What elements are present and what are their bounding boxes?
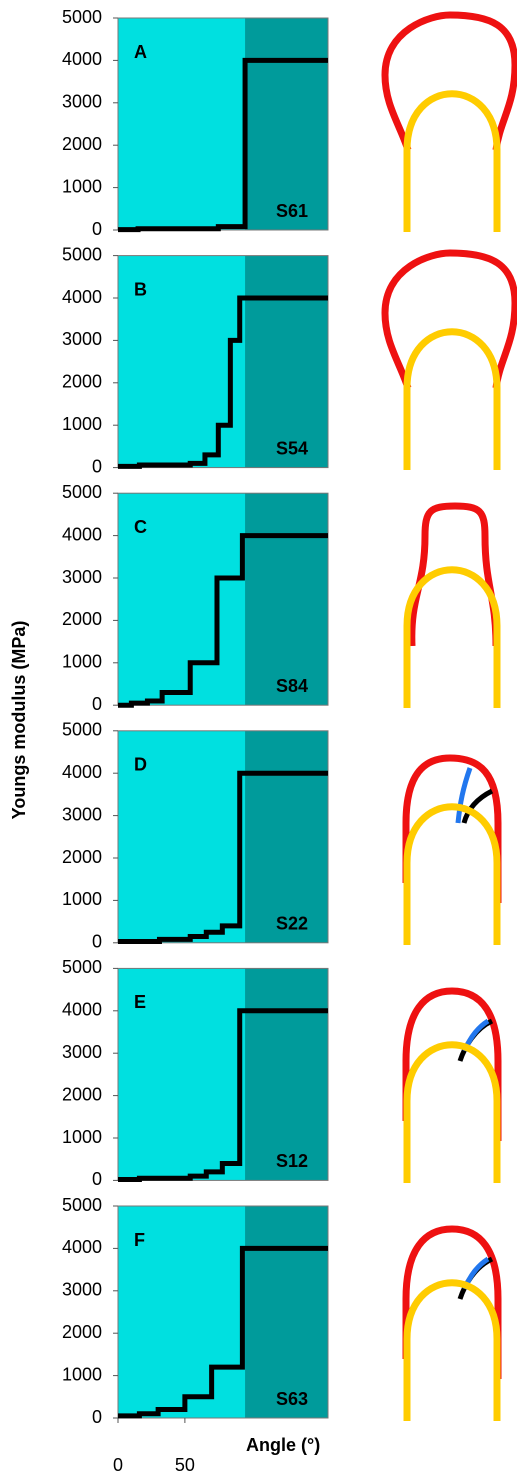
panel-label: D: [134, 755, 147, 775]
shaded-region: [245, 1206, 328, 1418]
y-tick-label: 1000: [62, 414, 102, 434]
shaded-region: [245, 968, 328, 1180]
y-tick-label: 3000: [62, 804, 102, 824]
y-tick-label: 3000: [62, 1042, 102, 1062]
y-tick-label: 1000: [62, 889, 102, 909]
sample-label: S22: [276, 914, 308, 934]
figure: 010002000300040005000AS61Youngs modulus …: [0, 0, 517, 1479]
y-tick-label: 4000: [62, 287, 102, 307]
shaded-region: [245, 18, 328, 230]
y-tick-label: 4000: [62, 49, 102, 69]
y-tick-label: 0: [92, 694, 102, 714]
sample-label: S63: [276, 1389, 308, 1409]
sample-label: S61: [276, 201, 308, 221]
y-tick-label: 1000: [62, 1127, 102, 1147]
sample-label: S12: [276, 1151, 308, 1171]
y-tick-label: 3000: [62, 567, 102, 587]
y-tick-label: 1000: [62, 1364, 102, 1384]
panel-label: A: [134, 42, 147, 62]
y-tick-label: 5000: [62, 7, 102, 27]
x-axis-label: Angle (°): [246, 1435, 320, 1455]
y-tick-label: 2000: [62, 134, 102, 154]
y-tick-label: 5000: [62, 957, 102, 977]
sample-label: S54: [276, 438, 308, 458]
diagram-f: [406, 1229, 498, 1421]
y-tick-label: 3000: [62, 1280, 102, 1300]
panel-label: F: [134, 1230, 145, 1250]
y-tick-label: 3000: [62, 329, 102, 349]
y-tick-label: 5000: [62, 720, 102, 740]
y-tick-label: 4000: [62, 524, 102, 544]
x-tick-label: 50: [175, 1455, 195, 1475]
diagram-b: [385, 253, 515, 470]
y-tick-label: 2000: [62, 1322, 102, 1342]
y-axis-label: Youngs modulus (MPa): [9, 621, 29, 820]
shaded-region: [245, 731, 328, 943]
y-tick-label: 0: [92, 456, 102, 476]
diagram-c: [407, 506, 497, 708]
y-tick-label: 0: [92, 219, 102, 239]
panel-label: E: [134, 992, 146, 1012]
panel-label: B: [134, 279, 147, 299]
y-tick-label: 0: [92, 932, 102, 952]
y-tick-label: 4000: [62, 1000, 102, 1020]
diagram-d: [406, 758, 498, 945]
y-tick-label: 4000: [62, 762, 102, 782]
y-tick-label: 1000: [62, 176, 102, 196]
y-tick-label: 5000: [62, 482, 102, 502]
x-tick-label: 0: [113, 1455, 123, 1475]
y-tick-label: 2000: [62, 609, 102, 629]
y-tick-label: 0: [92, 1169, 102, 1189]
y-tick-label: 2000: [62, 847, 102, 867]
y-tick-label: 2000: [62, 1084, 102, 1104]
shaded-region: [245, 256, 328, 468]
y-tick-label: 5000: [62, 244, 102, 264]
y-tick-label: 0: [92, 1407, 102, 1427]
panel-label: C: [134, 517, 147, 537]
diagram-e: [406, 991, 498, 1183]
sample-label: S84: [276, 676, 308, 696]
y-tick-label: 3000: [62, 92, 102, 112]
diagram-a: [385, 15, 515, 232]
y-tick-label: 2000: [62, 372, 102, 392]
y-tick-label: 5000: [62, 1195, 102, 1215]
shaded-region: [245, 493, 328, 705]
y-tick-label: 1000: [62, 652, 102, 672]
y-tick-label: 4000: [62, 1237, 102, 1257]
